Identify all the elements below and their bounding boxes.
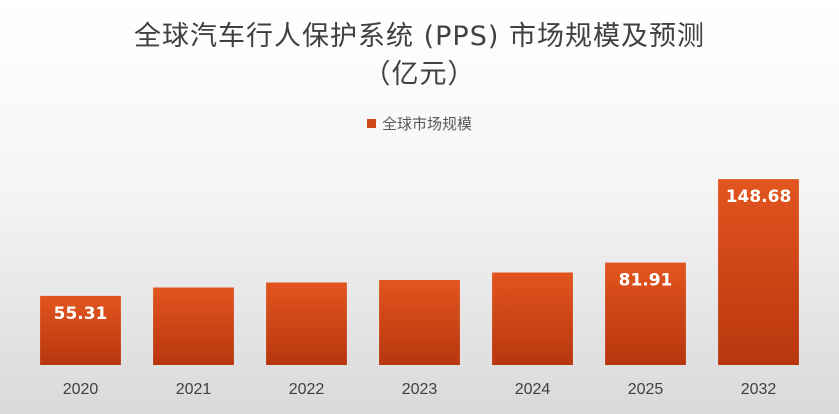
x-tick-label: 2022 [289,381,325,398]
bar-2024 [492,272,573,365]
legend-label: 全球市场规模 [381,115,472,133]
chart-title: 全球汽车行人保护系统 (PPS) 市场规模及预测 [134,21,705,52]
x-tick-label: 2024 [515,381,551,398]
x-tick-label: 2020 [63,381,99,398]
legend-swatch [366,119,376,128]
chart-title-unit: （亿元） [363,59,476,90]
data-label: 81.91 [619,271,673,291]
bar-2022 [266,282,347,365]
x-tick-label: 2032 [741,381,777,398]
legend: 全球市场规模 [0,113,839,134]
x-tick-label: 2021 [176,381,212,398]
data-label: 148.68 [726,187,792,207]
bar-2023 [379,280,460,365]
bar-2032 [718,179,799,365]
x-tick-label: 2023 [402,381,438,398]
x-tick-label: 2025 [628,381,664,398]
data-label: 55.31 [54,304,108,324]
bar-2020 [40,295,121,365]
bar-2021 [153,287,234,365]
bar-2025 [605,262,686,365]
